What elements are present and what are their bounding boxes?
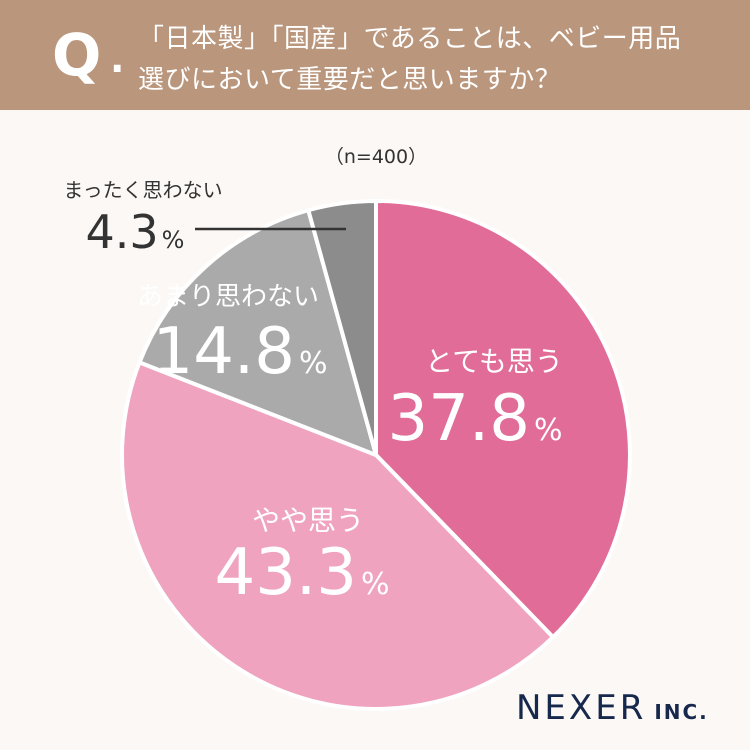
slice-label-very: とても思う — [425, 345, 563, 378]
slice-value-somewhat: 43.3% — [214, 536, 389, 610]
sample-size-note: （n=400） — [325, 146, 427, 168]
question-line-1: 「日本製」「国産」であることは、ベビー用品 — [138, 24, 682, 54]
slice-value-not-at-all: 4.3% — [86, 205, 185, 259]
slice-very — [374, 199, 632, 640]
slice-label-not-at-all: まったく思わない — [63, 178, 222, 202]
question-header: Q . 「日本製」「国産」であることは、ベビー用品 選びにおいて重要だと思います… — [0, 0, 750, 110]
question-line-2: 選びにおいて重要だと思いますか？ — [138, 65, 562, 95]
logo-suffix: INC. — [654, 700, 709, 724]
slice-value-not-much: 14.8% — [152, 315, 327, 389]
logo-brand: NEXER — [516, 688, 647, 728]
slice-value-very: 37.8% — [387, 382, 562, 456]
nexer-logo: NEXER INC. — [516, 688, 709, 728]
slice-label-somewhat: やや思う — [252, 504, 364, 537]
slice-not-at-all — [306, 199, 378, 457]
slice-label-not-much: あまり思わない — [137, 282, 319, 312]
slice-not-much — [137, 208, 378, 457]
pie-slices — [120, 199, 632, 711]
question-mark: Q — [52, 21, 102, 89]
question-dot: . — [110, 37, 125, 81]
slice-somewhat — [120, 360, 556, 711]
